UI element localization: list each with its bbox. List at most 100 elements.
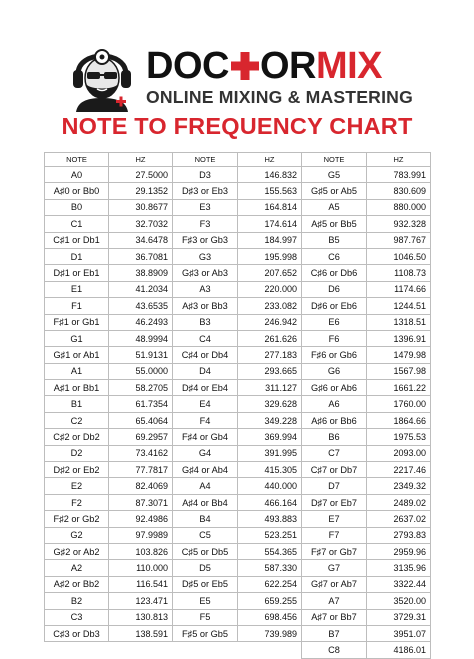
frequency-cell: 2217.46 bbox=[366, 461, 431, 479]
note-header: NOTE bbox=[172, 152, 238, 167]
frequency-cell: 2349.32 bbox=[366, 477, 431, 495]
frequency-cell: 43.6535 bbox=[108, 297, 173, 315]
note-cell: A6 bbox=[301, 395, 367, 413]
frequency-cell: 61.7354 bbox=[108, 395, 173, 413]
note-cell: A5 bbox=[301, 198, 367, 217]
brand-name-part2: OR bbox=[259, 45, 317, 87]
note-cell: A♯4 or Bb4 bbox=[172, 493, 238, 512]
table-row: B3 246.942 bbox=[172, 313, 302, 331]
hz-header: HZ bbox=[108, 152, 173, 167]
frequency-cell: 48.9994 bbox=[108, 329, 173, 348]
note-cell: A1 bbox=[44, 362, 109, 381]
table-row: D♯2 or Eb2 77.7817 bbox=[44, 461, 173, 479]
frequency-cell: 34.6478 bbox=[108, 231, 173, 249]
note-cell: G1 bbox=[44, 329, 109, 348]
note-cell: C4 bbox=[172, 329, 238, 348]
note-cell: F♯6 or Gb6 bbox=[301, 346, 367, 364]
note-cell: C6 bbox=[301, 247, 367, 266]
table-row: F♯1 or Gb1 46.2493 bbox=[44, 313, 173, 331]
frequency-table-3: NOTE HZ G5 783.991 G♯5 or Ab5 830.609 A5 880.… bbox=[301, 152, 431, 659]
frequency-cell: 82.4069 bbox=[108, 477, 173, 495]
table-row: G♯7 or Ab7 3322.44 bbox=[301, 575, 431, 594]
frequency-cell: 30.8677 bbox=[108, 198, 173, 217]
note-cell: A♯1 or Bb1 bbox=[44, 379, 109, 397]
note-cell: D2 bbox=[44, 444, 109, 463]
frequency-cell: 220.000 bbox=[237, 280, 302, 299]
note-cell: A♯0 or Bb0 bbox=[44, 182, 109, 200]
header: DOC ORMIX ONLINE MIXING & MASTERING bbox=[0, 0, 474, 118]
table-row: A♯7 or Bb7 3729.31 bbox=[301, 608, 431, 626]
note-cell: C♯4 or Db4 bbox=[172, 346, 238, 364]
note-cell: D1 bbox=[44, 247, 109, 266]
table-row: D3 146.832 bbox=[172, 165, 302, 184]
frequency-cell: 493.883 bbox=[237, 510, 302, 528]
hz-header: HZ bbox=[237, 152, 302, 167]
note-cell: D♯2 or Eb2 bbox=[44, 461, 109, 479]
frequency-cell: 349.228 bbox=[237, 411, 302, 430]
table-row: D♯6 or Eb6 1244.51 bbox=[301, 297, 431, 315]
table-row: D1 36.7081 bbox=[44, 247, 173, 266]
note-cell: B1 bbox=[44, 395, 109, 413]
frequency-cell: 69.2957 bbox=[108, 428, 173, 446]
table-row: E2 82.4069 bbox=[44, 477, 173, 495]
table-row: D♯3 or Eb3 155.563 bbox=[172, 182, 302, 200]
note-cell: A♯2 or Bb2 bbox=[44, 575, 109, 594]
frequency-cell: 4186.01 bbox=[366, 641, 431, 659]
table-row: C8 4186.01 bbox=[301, 641, 431, 659]
frequency-cell: 41.2034 bbox=[108, 280, 173, 299]
note-cell: F1 bbox=[44, 297, 109, 315]
frequency-cell: 391.995 bbox=[237, 444, 302, 463]
hz-header: HZ bbox=[366, 152, 431, 167]
table-row: G♯4 or Ab4 415.305 bbox=[172, 461, 302, 479]
table-row: B1 61.7354 bbox=[44, 395, 173, 413]
table-row: G1 48.9994 bbox=[44, 329, 173, 348]
frequency-cell: 440.000 bbox=[237, 477, 302, 495]
note-cell: C♯7 or Db7 bbox=[301, 461, 367, 479]
frequency-cell: 3951.07 bbox=[366, 624, 431, 643]
note-cell: A♯5 or Bb5 bbox=[301, 215, 367, 233]
frequency-table-1: NOTE HZ A0 27.5000 A♯0 or Bb0 29.1352 B0 30.8… bbox=[44, 152, 173, 643]
frequency-cell: 207.652 bbox=[237, 264, 302, 282]
table-row: F5 698.456 bbox=[172, 608, 302, 626]
frequency-cell: 110.000 bbox=[108, 559, 173, 577]
note-cell: F7 bbox=[301, 526, 367, 544]
note-cell: C1 bbox=[44, 215, 109, 233]
table-row: F1 43.6535 bbox=[44, 297, 173, 315]
table-row: A♯6 or Bb6 1864.66 bbox=[301, 411, 431, 430]
frequency-cell: 415.305 bbox=[237, 461, 302, 479]
brand-block: DOC ORMIX ONLINE MIXING & MASTERING bbox=[146, 45, 413, 107]
frequency-cell: 58.2705 bbox=[108, 379, 173, 397]
frequency-cell: 233.082 bbox=[237, 297, 302, 315]
frequency-cell: 587.330 bbox=[237, 559, 302, 577]
note-cell: G♯4 or Ab4 bbox=[172, 461, 238, 479]
note-cell: A4 bbox=[172, 477, 238, 495]
table-row: E7 2637.02 bbox=[301, 510, 431, 528]
note-cell: B5 bbox=[301, 231, 367, 249]
table-row: C♯6 or Db6 1108.73 bbox=[301, 264, 431, 282]
table-row: F♯4 or Gb4 369.994 bbox=[172, 428, 302, 446]
note-cell: C♯2 or Db2 bbox=[44, 428, 109, 446]
frequency-cell: 1661.22 bbox=[366, 379, 431, 397]
note-cell: E5 bbox=[172, 592, 238, 610]
frequency-cell: 1479.98 bbox=[366, 346, 431, 364]
frequency-cell: 174.614 bbox=[237, 215, 302, 233]
table-row: F3 174.614 bbox=[172, 215, 302, 233]
table-row: B5 987.767 bbox=[301, 231, 431, 249]
note-cell: G♯3 or Ab3 bbox=[172, 264, 238, 282]
frequency-cell: 29.1352 bbox=[108, 182, 173, 200]
table-row: A♯0 or Bb0 29.1352 bbox=[44, 182, 173, 200]
table-row: G♯6 or Ab6 1661.22 bbox=[301, 379, 431, 397]
note-cell: B2 bbox=[44, 592, 109, 610]
table-row: G♯3 or Ab3 207.652 bbox=[172, 264, 302, 282]
note-cell: A♯6 or Bb6 bbox=[301, 411, 367, 430]
table-row: E4 329.628 bbox=[172, 395, 302, 413]
brand-name-part3: MIX bbox=[315, 45, 383, 87]
note-cell: F♯7 or Gb7 bbox=[301, 542, 367, 561]
table-row: B4 493.883 bbox=[172, 510, 302, 528]
note-cell: A7 bbox=[301, 592, 367, 610]
table-row: A♯2 or Bb2 116.541 bbox=[44, 575, 173, 594]
table-row: D2 73.4162 bbox=[44, 444, 173, 463]
table-row: C1 32.7032 bbox=[44, 215, 173, 233]
note-cell: C♯5 or Db5 bbox=[172, 542, 238, 561]
note-cell: D♯7 or Eb7 bbox=[301, 493, 367, 512]
